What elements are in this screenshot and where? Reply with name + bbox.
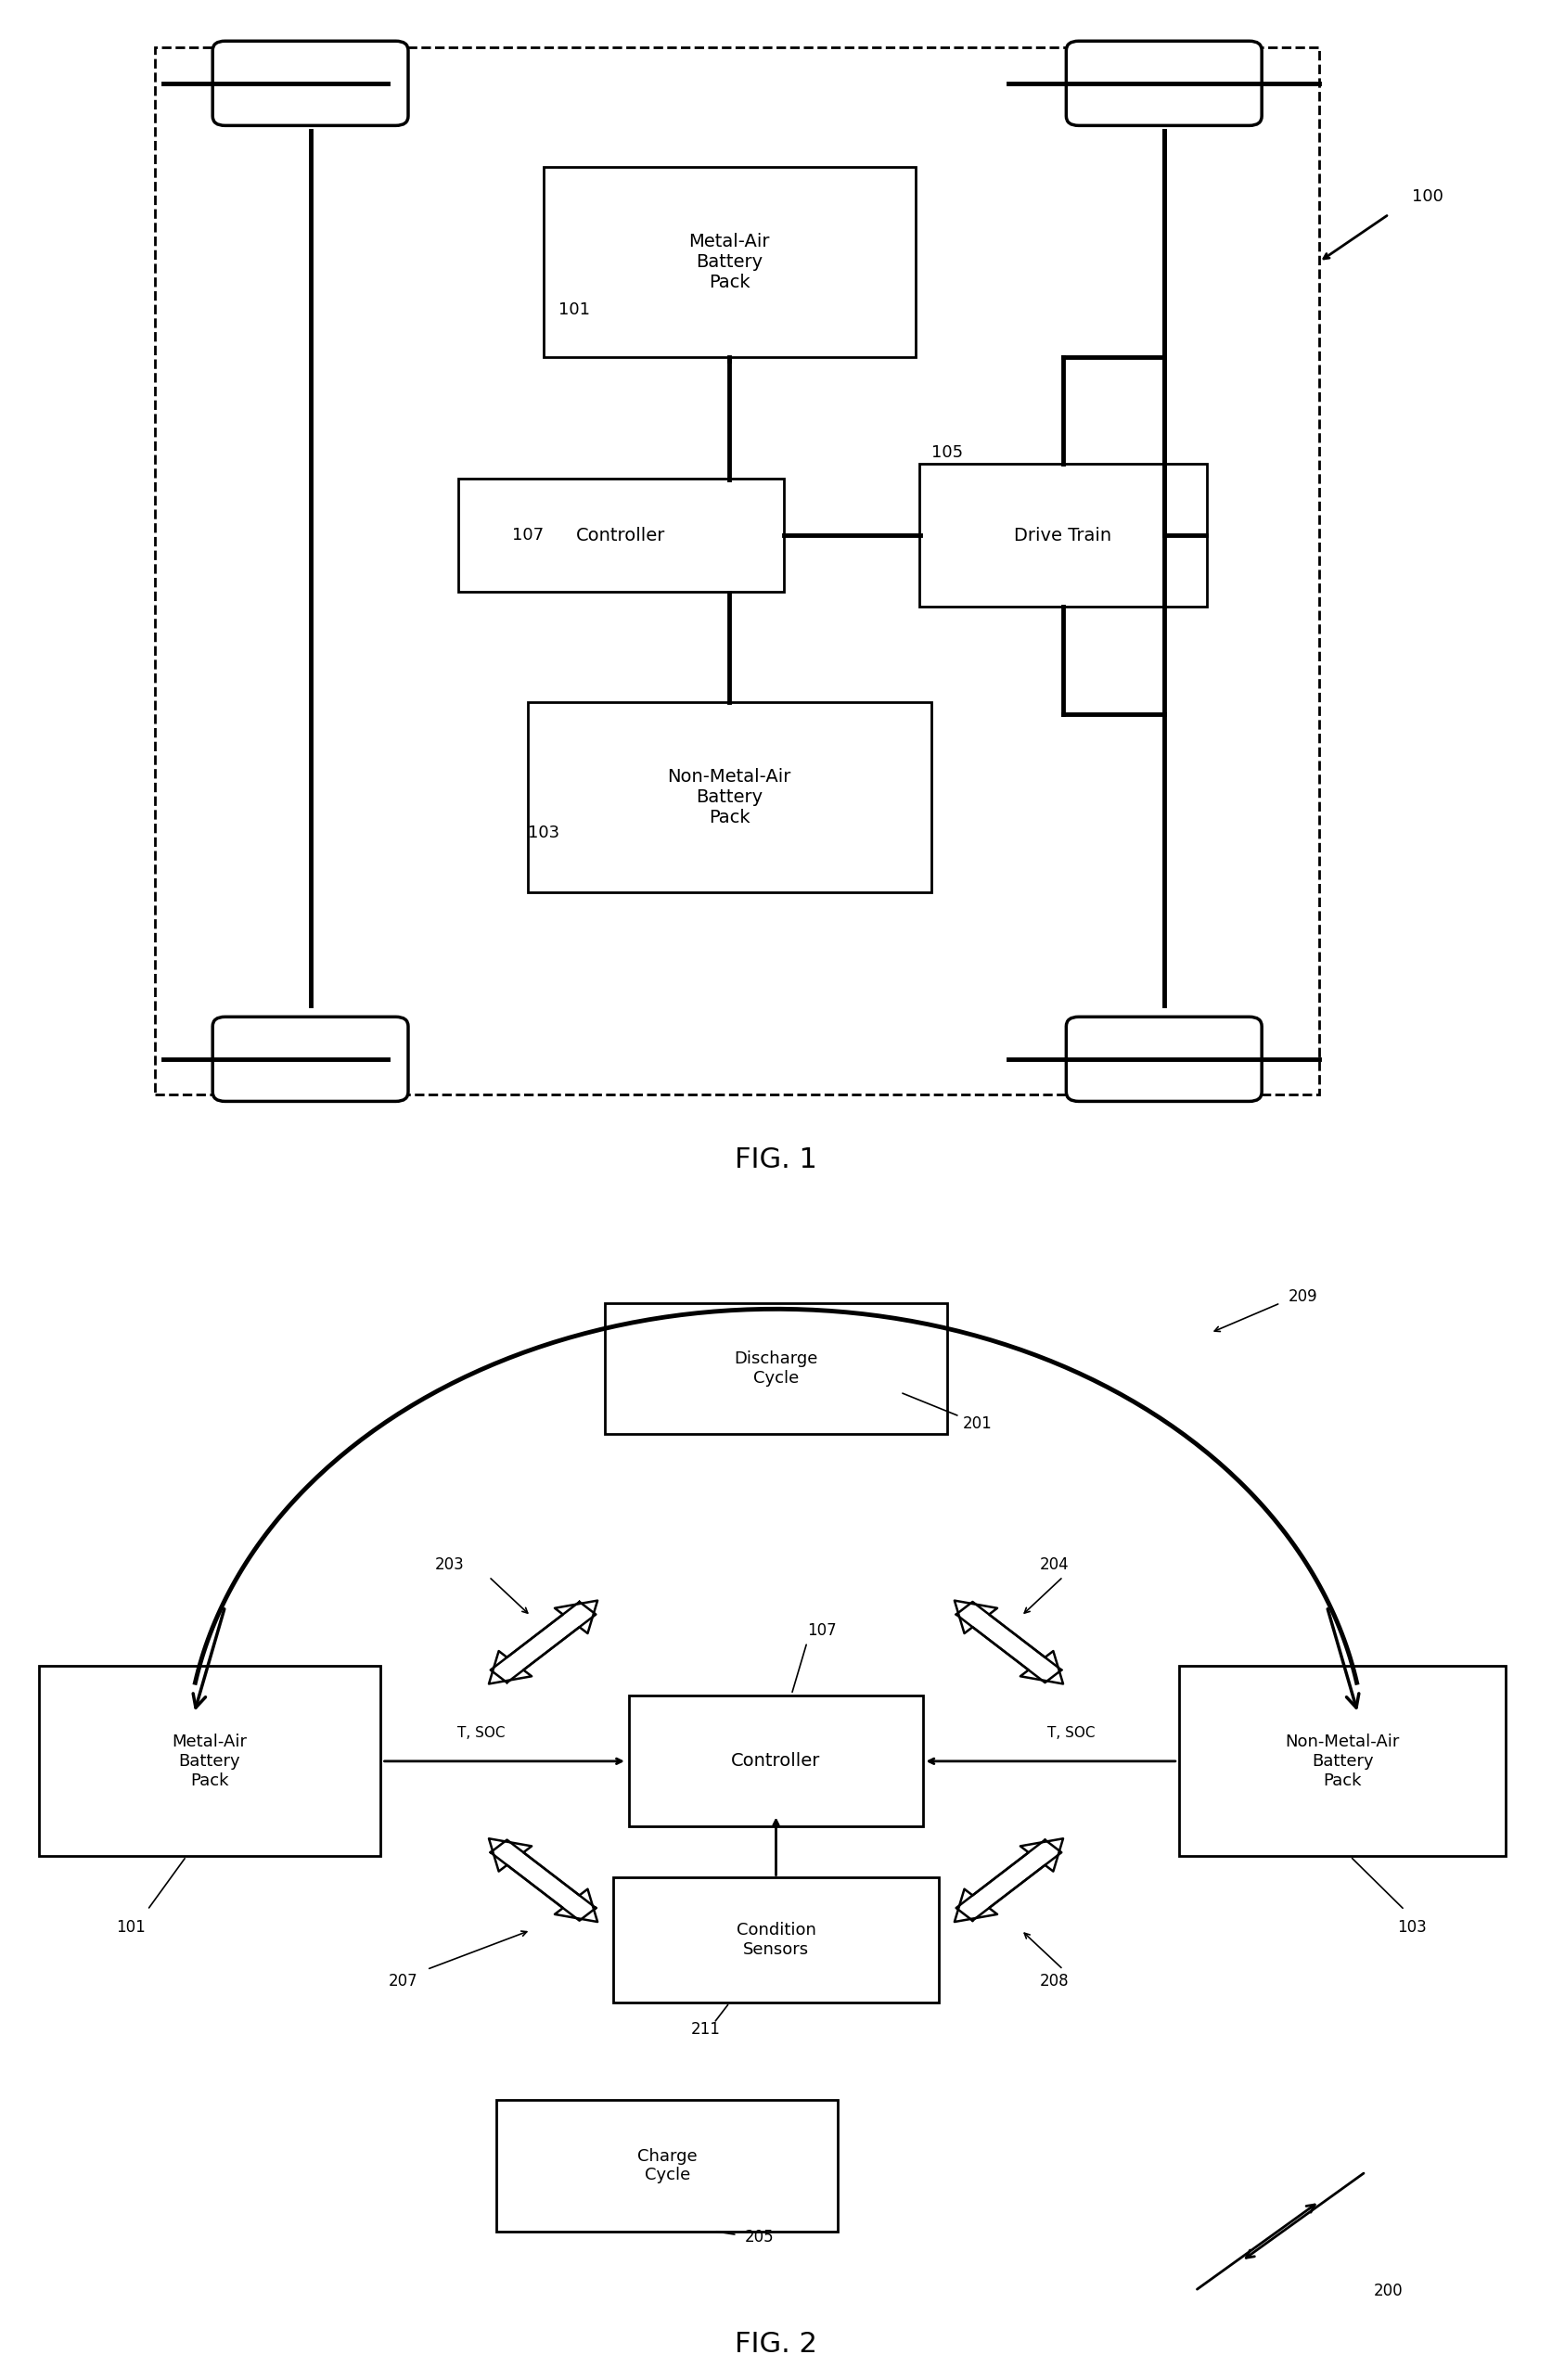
- FancyBboxPatch shape: [605, 1302, 947, 1433]
- FancyBboxPatch shape: [213, 40, 408, 126]
- FancyBboxPatch shape: [497, 2099, 838, 2232]
- Text: 101: 101: [559, 300, 590, 319]
- FancyBboxPatch shape: [528, 702, 931, 892]
- Text: 105: 105: [931, 443, 962, 462]
- Text: Drive Train: Drive Train: [1015, 526, 1111, 545]
- FancyBboxPatch shape: [458, 478, 784, 593]
- Text: 101: 101: [116, 1918, 146, 1937]
- Text: FIG. 2: FIG. 2: [734, 2330, 818, 2359]
- Text: 103: 103: [1397, 1918, 1426, 1937]
- FancyBboxPatch shape: [919, 464, 1207, 607]
- Text: Metal-Air
Battery
Pack: Metal-Air Battery Pack: [172, 1733, 247, 1790]
- Text: Non-Metal-Air
Battery
Pack: Non-Metal-Air Battery Pack: [667, 769, 792, 826]
- Text: 204: 204: [1040, 1557, 1069, 1573]
- FancyBboxPatch shape: [1066, 1016, 1262, 1102]
- Polygon shape: [954, 1840, 1062, 1923]
- Text: 103: 103: [528, 823, 559, 843]
- Polygon shape: [956, 1837, 1063, 1921]
- Text: FIG. 1: FIG. 1: [734, 1147, 818, 1173]
- Text: 201: 201: [903, 1392, 992, 1433]
- Text: Controller: Controller: [576, 526, 666, 545]
- FancyBboxPatch shape: [543, 167, 916, 357]
- Polygon shape: [490, 1599, 598, 1683]
- Text: 107: 107: [807, 1621, 837, 1640]
- Text: 203: 203: [435, 1557, 464, 1573]
- Text: 205: 205: [745, 2228, 774, 2247]
- Polygon shape: [954, 1599, 1062, 1683]
- Text: Metal-Air
Battery
Pack: Metal-Air Battery Pack: [689, 233, 770, 290]
- FancyBboxPatch shape: [1066, 40, 1262, 126]
- Text: 208: 208: [1040, 1973, 1069, 1990]
- Text: Controller: Controller: [731, 1752, 821, 1771]
- Text: Condition
Sensors: Condition Sensors: [736, 1921, 816, 1959]
- Text: Charge
Cycle: Charge Cycle: [638, 2147, 697, 2185]
- FancyBboxPatch shape: [1180, 1666, 1505, 1856]
- Text: 200: 200: [1374, 2282, 1403, 2299]
- Polygon shape: [956, 1602, 1063, 1685]
- Text: Discharge
Cycle: Discharge Cycle: [734, 1349, 818, 1388]
- Polygon shape: [489, 1837, 596, 1921]
- Text: 107: 107: [512, 526, 543, 545]
- Text: T, SOC: T, SOC: [1048, 1725, 1094, 1740]
- Polygon shape: [490, 1840, 598, 1923]
- Text: 209: 209: [1288, 1288, 1318, 1307]
- FancyBboxPatch shape: [629, 1695, 923, 1828]
- Text: 211: 211: [691, 2021, 720, 2037]
- Text: T, SOC: T, SOC: [458, 1725, 504, 1740]
- FancyBboxPatch shape: [39, 1666, 380, 1856]
- Polygon shape: [489, 1602, 596, 1685]
- FancyBboxPatch shape: [213, 1016, 408, 1102]
- FancyBboxPatch shape: [613, 1878, 939, 2002]
- Text: 100: 100: [1412, 188, 1443, 205]
- Text: Non-Metal-Air
Battery
Pack: Non-Metal-Air Battery Pack: [1285, 1733, 1400, 1790]
- Text: 207: 207: [388, 1973, 417, 1990]
